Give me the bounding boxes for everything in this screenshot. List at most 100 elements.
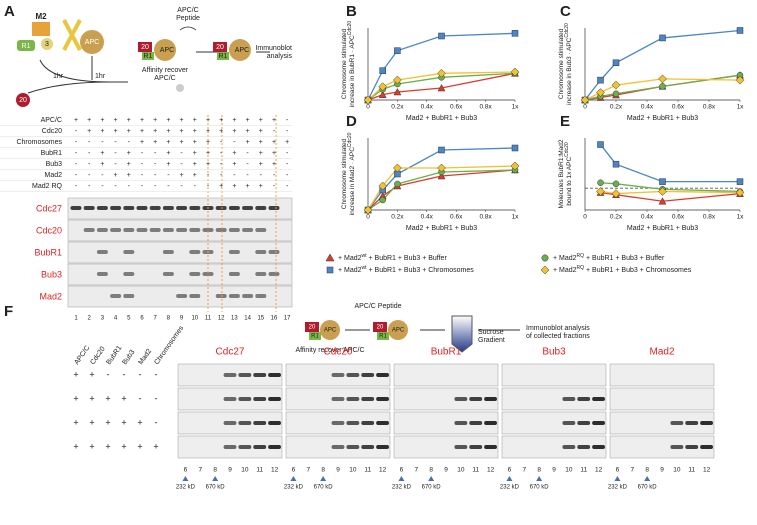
size-marker xyxy=(320,476,327,481)
table-cell: + xyxy=(100,128,104,135)
table-cell: + xyxy=(180,128,184,135)
table-cell: + xyxy=(105,441,110,451)
x-axis-label: Mad2 + BubR1 + Bub3 xyxy=(406,225,477,232)
size-marker xyxy=(212,476,219,481)
y-label-line: Molecules BubR1:Mad2 xyxy=(558,139,565,208)
blot xyxy=(501,363,607,387)
band xyxy=(255,250,267,254)
table-cell: + xyxy=(166,150,170,157)
table-cell: + xyxy=(232,150,236,157)
legend-name: + Mad2 xyxy=(338,255,362,262)
fraction-number: 11 xyxy=(688,467,695,474)
table-cell: + xyxy=(193,128,197,135)
column-label: Bub3 xyxy=(121,349,136,366)
band xyxy=(223,373,237,377)
marker xyxy=(612,160,620,168)
band xyxy=(228,294,240,298)
marker xyxy=(597,76,604,84)
marker-label: 232 kD xyxy=(608,485,628,491)
band xyxy=(189,272,201,276)
blot xyxy=(609,363,715,387)
blot-label: Cdc20 xyxy=(36,225,62,235)
table-cell: - xyxy=(139,393,142,403)
step-label: 1hr xyxy=(53,73,64,80)
band xyxy=(123,250,135,254)
table-cell: + xyxy=(73,393,78,403)
y-label-line: Chromosome stimulated xyxy=(341,138,348,209)
band xyxy=(592,421,605,425)
table-cell: - xyxy=(139,369,142,379)
table-cell: - xyxy=(260,172,263,179)
band xyxy=(577,397,591,401)
band xyxy=(577,421,591,425)
fraction-number: 7 xyxy=(522,467,526,474)
x-tick-label: 0.6x xyxy=(672,214,685,221)
table-cell: + xyxy=(193,172,197,179)
fraction-number: 12 xyxy=(703,467,711,474)
size-marker xyxy=(506,476,513,481)
fraction-number: 6 xyxy=(508,467,512,474)
analysis-label: analysis xyxy=(267,53,293,60)
marker xyxy=(393,75,402,85)
size-marker xyxy=(644,476,651,481)
fraction-number: 11 xyxy=(364,467,371,474)
band xyxy=(223,445,237,449)
band xyxy=(255,272,267,276)
lane-number: 4 xyxy=(114,316,118,322)
blot xyxy=(501,435,607,459)
protein-label: R1 xyxy=(311,334,319,340)
panel-label: E xyxy=(560,113,570,130)
band xyxy=(255,206,267,210)
table-cell: - xyxy=(286,150,289,157)
table-cell: - xyxy=(246,161,249,168)
fraction-number: 9 xyxy=(552,467,556,474)
band xyxy=(83,228,95,232)
table-cell: + xyxy=(246,139,250,146)
marker xyxy=(437,171,446,180)
size-marker xyxy=(290,476,297,481)
table-cell: + xyxy=(121,441,126,451)
band xyxy=(484,445,497,449)
protein-label: 20 xyxy=(19,97,27,104)
fraction-number: 6 xyxy=(292,467,296,474)
table-cell: + xyxy=(140,139,144,146)
band xyxy=(562,421,576,425)
band xyxy=(562,397,576,401)
table-cell: + xyxy=(206,150,210,157)
protein-label: 20 xyxy=(309,325,316,331)
band xyxy=(228,272,240,276)
band xyxy=(268,445,281,449)
band xyxy=(228,206,240,210)
marker-label: 232 kD xyxy=(392,485,412,491)
row-label: Mad2 RQ xyxy=(32,183,63,190)
row-label: Bub3 xyxy=(46,161,62,168)
marker xyxy=(611,189,621,198)
band xyxy=(331,421,345,425)
table-cell: - xyxy=(220,161,223,168)
fraction-number: 7 xyxy=(198,467,202,474)
table-cell: - xyxy=(286,128,289,135)
band xyxy=(189,206,201,210)
x-tick-label: 0.2x xyxy=(391,104,404,111)
band xyxy=(83,206,95,210)
x-axis-label: Mad2 + BubR1 + Bub3 xyxy=(627,115,698,122)
x-tick-label: 0.8x xyxy=(479,104,492,111)
table-cell: - xyxy=(155,417,158,427)
column-label: APC/C xyxy=(73,345,91,367)
table-cell: - xyxy=(88,183,91,190)
table-cell: - xyxy=(220,150,223,157)
table-cell: + xyxy=(232,161,236,168)
band xyxy=(700,445,713,449)
blot-label: Bub3 xyxy=(41,269,62,279)
table-cell: + xyxy=(127,172,131,179)
blot xyxy=(609,411,715,435)
table-cell: + xyxy=(153,128,157,135)
marker xyxy=(393,163,402,173)
column-label: Cdc20 xyxy=(89,346,106,367)
size-marker xyxy=(428,476,435,481)
protein-label: APC xyxy=(235,47,249,54)
fraction-number: 12 xyxy=(271,467,279,474)
blot xyxy=(393,387,499,411)
band xyxy=(189,250,201,254)
fraction-number: 8 xyxy=(645,467,649,474)
